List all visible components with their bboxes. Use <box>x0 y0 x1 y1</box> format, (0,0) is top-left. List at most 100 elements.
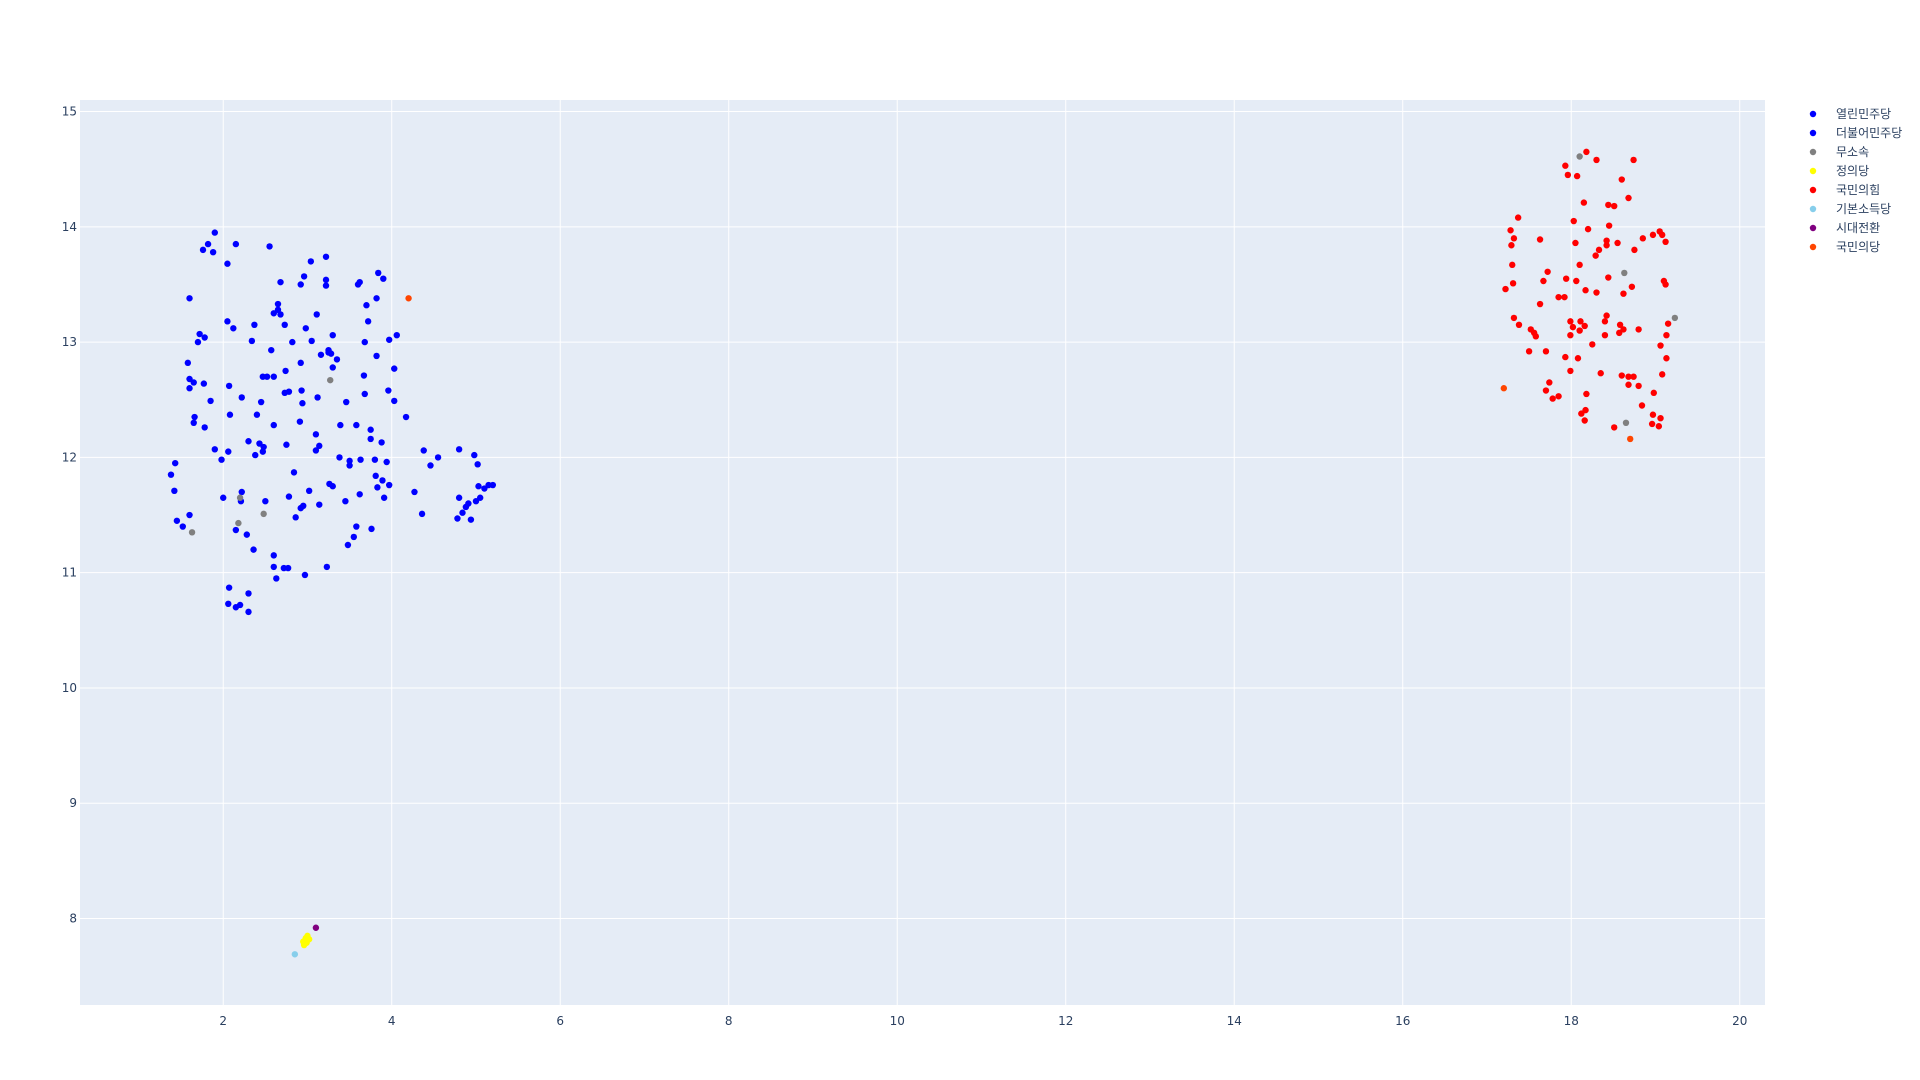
data-point[interactable] <box>1546 379 1553 386</box>
data-point[interactable] <box>344 541 352 549</box>
data-point[interactable] <box>329 331 336 339</box>
data-point[interactable] <box>301 571 309 579</box>
data-point[interactable] <box>385 481 393 489</box>
data-point[interactable] <box>374 484 381 491</box>
data-point[interactable] <box>1649 231 1657 239</box>
data-point[interactable] <box>1659 371 1666 378</box>
data-point[interactable] <box>225 584 233 591</box>
data-point[interactable] <box>1601 318 1609 325</box>
data-point[interactable] <box>363 302 370 309</box>
data-point[interactable] <box>1657 342 1664 349</box>
data-point[interactable] <box>317 351 325 358</box>
data-point[interactable] <box>1595 246 1603 254</box>
data-point[interactable] <box>273 575 280 582</box>
data-point[interactable] <box>361 338 368 346</box>
data-point[interactable] <box>361 390 368 398</box>
data-point[interactable] <box>281 321 288 329</box>
data-point[interactable] <box>1605 274 1612 281</box>
data-point[interactable] <box>1572 239 1579 247</box>
data-point[interactable] <box>190 419 197 427</box>
data-point[interactable] <box>1664 320 1672 327</box>
data-point[interactable] <box>297 281 304 288</box>
data-point[interactable] <box>1620 290 1627 297</box>
data-point[interactable] <box>1562 275 1570 282</box>
data-point[interactable] <box>1655 423 1663 430</box>
data-point[interactable] <box>270 373 277 380</box>
data-point[interactable] <box>1576 327 1583 334</box>
data-point[interactable] <box>172 459 179 467</box>
data-point[interactable] <box>252 451 259 459</box>
data-point[interactable] <box>314 394 321 401</box>
data-point[interactable] <box>230 325 237 332</box>
data-point[interactable] <box>303 939 310 946</box>
data-point[interactable] <box>1650 389 1657 397</box>
data-point[interactable] <box>248 337 256 345</box>
data-point[interactable] <box>489 481 497 489</box>
data-point[interactable] <box>1610 424 1618 431</box>
data-point[interactable] <box>1610 202 1618 210</box>
data-point[interactable] <box>1570 217 1577 225</box>
data-point[interactable] <box>455 446 463 453</box>
data-point[interactable] <box>199 246 207 254</box>
data-point[interactable] <box>232 240 240 248</box>
data-point[interactable] <box>327 376 334 384</box>
data-point[interactable] <box>405 295 412 302</box>
data-point[interactable] <box>312 431 320 438</box>
data-point[interactable] <box>434 454 442 461</box>
data-point[interactable] <box>1561 293 1568 301</box>
data-point[interactable] <box>259 373 267 380</box>
data-point[interactable] <box>1635 382 1642 390</box>
data-point[interactable] <box>1630 373 1637 380</box>
data-point[interactable] <box>1540 277 1547 285</box>
data-point[interactable] <box>1581 417 1588 424</box>
data-point[interactable] <box>1536 300 1544 308</box>
data-point[interactable] <box>245 608 252 616</box>
data-point[interactable] <box>1583 148 1590 156</box>
data-point[interactable] <box>1618 372 1625 379</box>
data-point[interactable] <box>232 526 240 534</box>
data-point[interactable] <box>232 604 240 611</box>
data-point[interactable] <box>316 501 323 508</box>
data-point[interactable] <box>1663 331 1670 339</box>
data-point[interactable] <box>1555 293 1562 301</box>
data-point[interactable] <box>1510 314 1518 322</box>
data-point[interactable] <box>1532 333 1540 340</box>
data-point[interactable] <box>472 497 480 505</box>
data-point[interactable] <box>1631 246 1638 254</box>
data-point[interactable] <box>1659 231 1666 239</box>
data-point[interactable] <box>1577 318 1584 325</box>
data-point[interactable] <box>236 494 244 501</box>
data-point[interactable] <box>245 438 252 445</box>
data-point[interactable] <box>476 494 484 501</box>
data-point[interactable] <box>173 517 181 524</box>
data-point[interactable] <box>225 382 233 390</box>
data-point[interactable] <box>1630 156 1637 164</box>
data-point[interactable] <box>346 457 353 465</box>
data-point[interactable] <box>201 424 208 431</box>
data-point[interactable] <box>1603 312 1610 319</box>
legend-item[interactable]: 무소속 <box>1809 145 1869 159</box>
data-point[interactable] <box>201 334 208 341</box>
data-point[interactable] <box>262 497 269 505</box>
data-point[interactable] <box>188 529 196 536</box>
data-point[interactable] <box>357 456 364 463</box>
data-point[interactable] <box>291 951 299 958</box>
data-point[interactable] <box>1502 285 1509 293</box>
data-point[interactable] <box>373 295 380 302</box>
data-point[interactable] <box>454 515 461 522</box>
data-point[interactable] <box>343 398 350 406</box>
data-point[interactable] <box>289 338 296 346</box>
data-point[interactable] <box>238 488 245 496</box>
legend-item[interactable]: 기본소득당 <box>1809 202 1891 216</box>
data-point[interactable] <box>1542 387 1550 394</box>
data-point[interactable] <box>256 440 263 447</box>
data-point[interactable] <box>277 311 284 318</box>
data-point[interactable] <box>322 282 330 289</box>
data-point[interactable] <box>1576 153 1583 160</box>
data-point[interactable] <box>1581 322 1588 330</box>
data-point[interactable] <box>1605 201 1612 209</box>
data-point[interactable] <box>1616 329 1623 337</box>
data-point[interactable] <box>1544 268 1551 275</box>
data-point[interactable] <box>296 418 304 425</box>
data-point[interactable] <box>379 477 386 484</box>
